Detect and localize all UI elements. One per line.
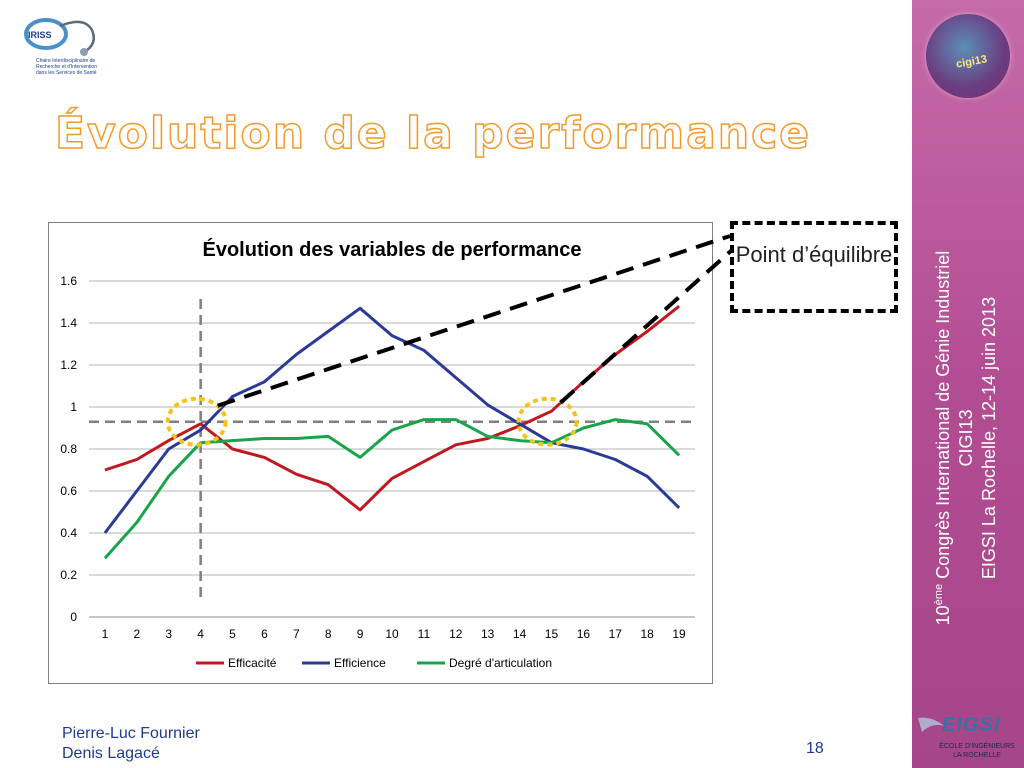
eigsi-sub: ÉCOLE D'INGÉNIEURS LA ROCHELLE — [932, 742, 1022, 760]
eigsi-logo: EIGSI ÉCOLE D'INGÉNIEURS LA ROCHELLE — [916, 712, 1022, 768]
x-tick-label: 19 — [672, 627, 686, 641]
x-tick-label: 6 — [261, 627, 268, 641]
conference-name: Congrès International de Génie Industrie… — [933, 250, 953, 584]
x-tick-label: 12 — [449, 627, 463, 641]
x-tick-label: 16 — [577, 627, 591, 641]
x-tick-label: 17 — [609, 627, 623, 641]
conference-sup: ème — [933, 583, 945, 606]
chart-title: Évolution des variables de performance — [202, 238, 581, 261]
authors: Pierre-Luc Fournier Denis Lagacé — [62, 724, 200, 764]
iriss-logo: IRISS Chaire Interdisciplinaire de Reche… — [14, 8, 104, 78]
x-tick-label: 9 — [357, 627, 364, 641]
author-1: Pierre-Luc Fournier — [62, 725, 200, 742]
x-tick-label: 8 — [325, 627, 332, 641]
x-tick-label: 10 — [385, 627, 399, 641]
conference-place: EIGSI La Rochelle, 12-14 juin 2013 — [979, 296, 999, 580]
y-tick-label: 1 — [70, 400, 77, 414]
legend-label: Efficacité — [228, 656, 277, 670]
y-tick-label: 0.4 — [60, 526, 77, 540]
x-tick-label: 11 — [418, 627, 431, 641]
series-line-2 — [103, 418, 681, 560]
y-tick-label: 1.6 — [60, 274, 77, 288]
logo-brand: IRISS — [28, 30, 52, 40]
side-logo-text: cigi13 — [955, 53, 988, 71]
y-tick-label: 0.8 — [60, 442, 77, 456]
x-tick-label: 1 — [102, 627, 109, 641]
y-tick-label: 0.2 — [60, 568, 77, 582]
conference-code: CIGI13 — [956, 409, 976, 467]
eigsi-sub2: LA ROCHELLE — [953, 752, 1001, 759]
y-tick-label: 0 — [70, 610, 77, 624]
legend-label: Efficience — [334, 656, 386, 670]
x-tick-label: 2 — [133, 627, 140, 641]
equilibrium-circle — [516, 396, 579, 447]
x-tick-label: 15 — [545, 627, 559, 641]
y-tick-label: 1.2 — [60, 358, 77, 372]
line-chart: Évolution des variables de performance 0 0… — [60, 238, 695, 670]
conference-edition: 10 — [933, 605, 953, 626]
sidebar: cigi13 10ème Congrès International de Gé… — [912, 0, 1024, 768]
eigsi-wing-icon — [918, 717, 944, 732]
eigsi-sub1: ÉCOLE D'INGÉNIEURS — [939, 743, 1015, 750]
y-tick-label: 0.6 — [60, 484, 77, 498]
x-tick-label: 5 — [229, 627, 236, 641]
x-tick-label: 7 — [293, 627, 300, 641]
x-tick-label: 18 — [640, 627, 654, 641]
x-tick-label: 3 — [165, 627, 172, 641]
equilibrium-circle — [165, 396, 228, 447]
x-tick-label: 13 — [481, 627, 495, 641]
legend-label: Degré d'articulation — [449, 656, 552, 670]
stethoscope-icon — [24, 18, 95, 56]
logo-tagline: Chaire Interdisciplinaire de Recherche e… — [36, 58, 97, 76]
conference-info: 10ème Congrès International de Génie Ind… — [928, 248, 1008, 628]
chart-container: Évolution des variables de performance 0 0… — [48, 222, 713, 684]
eigsi-name: EIGSI — [942, 714, 1001, 736]
y-tick-label: 1.4 — [60, 316, 77, 330]
author-2: Denis Lagacé — [62, 745, 160, 762]
page-number: 18 — [806, 740, 824, 757]
x-tick-label: 4 — [197, 627, 204, 641]
x-tick-label: 14 — [513, 627, 527, 641]
callout-label: Point d’équilibre — [735, 242, 893, 267]
equilibrium-callout: Point d’équilibre — [730, 221, 898, 313]
slide-title: Évolution de la performance — [54, 107, 812, 160]
cigi-globe-icon: cigi13 — [926, 14, 1010, 98]
